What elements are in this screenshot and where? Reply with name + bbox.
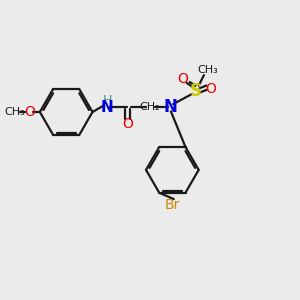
Text: H: H — [102, 94, 112, 107]
Text: O: O — [122, 117, 133, 131]
Text: S: S — [190, 82, 202, 100]
Text: Br: Br — [165, 198, 180, 212]
Text: N: N — [101, 100, 113, 115]
Text: O: O — [24, 105, 35, 119]
Text: O: O — [206, 82, 216, 96]
Text: CH₃: CH₃ — [4, 107, 25, 117]
Text: O: O — [177, 72, 188, 86]
Text: CH₂: CH₂ — [140, 102, 160, 112]
Text: CH₃: CH₃ — [197, 65, 218, 75]
Text: N: N — [164, 98, 178, 116]
